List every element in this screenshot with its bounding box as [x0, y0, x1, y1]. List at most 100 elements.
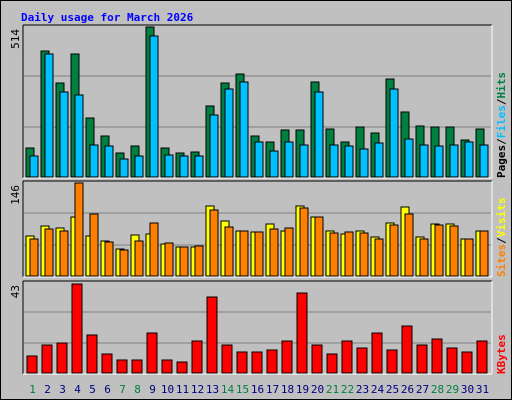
x-label-day-15: 15	[236, 383, 249, 396]
bar-kbytes-day-15	[236, 351, 248, 374]
y-max-label: 43	[9, 285, 22, 298]
bar-files-day-30	[464, 141, 474, 178]
x-label-day-3: 3	[59, 383, 66, 396]
bar-files-day-19	[299, 144, 309, 178]
legend-item: KBytes	[495, 334, 508, 374]
bar-kbytes-day-24	[371, 332, 383, 374]
y-max-label: 146	[9, 185, 22, 205]
legend-item: Visits	[495, 198, 508, 238]
bar-files-day-26	[404, 138, 414, 178]
bar-files-day-13	[209, 114, 219, 178]
x-label-day-16: 16	[251, 383, 264, 396]
bar-files-day-7	[119, 158, 129, 178]
legend-sites-visits: Sites/Visits	[495, 198, 508, 278]
bar-files-day-23	[359, 148, 369, 178]
bar-sites-day-23	[359, 232, 369, 277]
chart-title: Daily usage for March 2026	[21, 11, 194, 24]
bar-kbytes-day-14	[221, 344, 233, 374]
x-label-day-8: 8	[134, 383, 141, 396]
bar-kbytes-day-2	[41, 344, 53, 374]
bar-sites-day-8	[134, 240, 144, 277]
bar-kbytes-day-31	[476, 340, 488, 374]
bar-files-day-29	[449, 144, 459, 178]
x-label-day-30: 30	[461, 383, 474, 396]
bar-sites-day-31	[479, 230, 489, 277]
bar-sites-day-28	[434, 224, 444, 277]
bar-files-day-17	[269, 150, 279, 178]
bar-files-day-16	[254, 141, 264, 178]
bar-files-day-4	[74, 94, 84, 178]
bar-sites-day-1	[29, 238, 39, 277]
legend-kbytes: KBytes	[495, 334, 508, 374]
bar-kbytes-day-10	[161, 359, 173, 374]
bar-sites-day-16	[254, 231, 264, 277]
legend-pages-files-hits: Pages/Files/Hits	[495, 72, 508, 178]
bar-files-day-2	[44, 53, 54, 178]
bar-files-day-27	[419, 144, 429, 178]
x-label-day-1: 1	[29, 383, 36, 396]
x-label-day-11: 11	[176, 383, 189, 396]
bar-files-day-14	[224, 88, 234, 178]
bar-kbytes-day-23	[356, 347, 368, 374]
bar-kbytes-day-18	[281, 340, 293, 374]
bar-files-day-9	[149, 35, 159, 178]
x-label-day-10: 10	[161, 383, 174, 396]
bar-sites-day-14	[224, 226, 234, 277]
x-label-day-13: 13	[206, 383, 219, 396]
bar-kbytes-day-25	[386, 349, 398, 374]
x-label-day-19: 19	[296, 383, 309, 396]
bar-files-day-6	[104, 145, 114, 178]
bar-kbytes-day-1	[26, 355, 38, 374]
x-label-day-23: 23	[356, 383, 369, 396]
x-label-day-17: 17	[266, 383, 279, 396]
bar-kbytes-day-17	[266, 349, 278, 374]
bar-files-day-11	[179, 155, 189, 178]
bar-files-day-15	[239, 81, 249, 178]
bar-sites-day-4	[74, 182, 84, 277]
bar-kbytes-day-7	[116, 359, 128, 374]
bar-sites-day-17	[269, 228, 279, 277]
x-label-day-29: 29	[446, 383, 459, 396]
x-label-day-28: 28	[431, 383, 444, 396]
bar-kbytes-day-8	[131, 359, 143, 374]
bar-kbytes-day-4	[71, 283, 83, 374]
bar-sites-day-10	[164, 242, 174, 277]
x-label-day-5: 5	[89, 383, 96, 396]
bar-kbytes-day-5	[86, 334, 98, 374]
bar-sites-day-29	[449, 225, 459, 277]
legend-item: /	[495, 98, 508, 105]
x-label-day-26: 26	[401, 383, 414, 396]
bar-sites-day-24	[374, 238, 384, 277]
legend-item: Pages	[495, 145, 508, 178]
x-label-day-22: 22	[341, 383, 354, 396]
bar-sites-day-19	[299, 207, 309, 277]
legend-item: Files	[495, 105, 508, 138]
x-label-day-18: 18	[281, 383, 294, 396]
legend-item: Sites	[495, 244, 508, 277]
bar-sites-day-9	[149, 222, 159, 277]
bar-sites-day-13	[209, 209, 219, 277]
bar-sites-day-21	[329, 232, 339, 277]
x-label-day-6: 6	[104, 383, 111, 396]
bar-files-day-3	[59, 91, 69, 178]
x-label-day-25: 25	[386, 383, 399, 396]
bar-files-day-8	[134, 155, 144, 178]
x-label-day-9: 9	[149, 383, 156, 396]
legend-item: Hits	[495, 72, 508, 99]
bar-sites-day-6	[104, 241, 114, 277]
bar-sites-day-22	[344, 231, 354, 277]
x-label-day-7: 7	[119, 383, 126, 396]
bar-sites-day-5	[89, 213, 99, 277]
bar-files-day-24	[374, 142, 384, 178]
bar-kbytes-day-30	[461, 351, 473, 374]
bar-sites-day-20	[314, 216, 324, 277]
bar-files-day-12	[194, 155, 204, 178]
x-label-day-27: 27	[416, 383, 429, 396]
bar-files-day-22	[344, 145, 354, 178]
bar-files-day-18	[284, 141, 294, 178]
bar-kbytes-day-3	[56, 342, 68, 374]
bar-files-day-20	[314, 91, 324, 178]
bar-sites-day-12	[194, 245, 204, 277]
